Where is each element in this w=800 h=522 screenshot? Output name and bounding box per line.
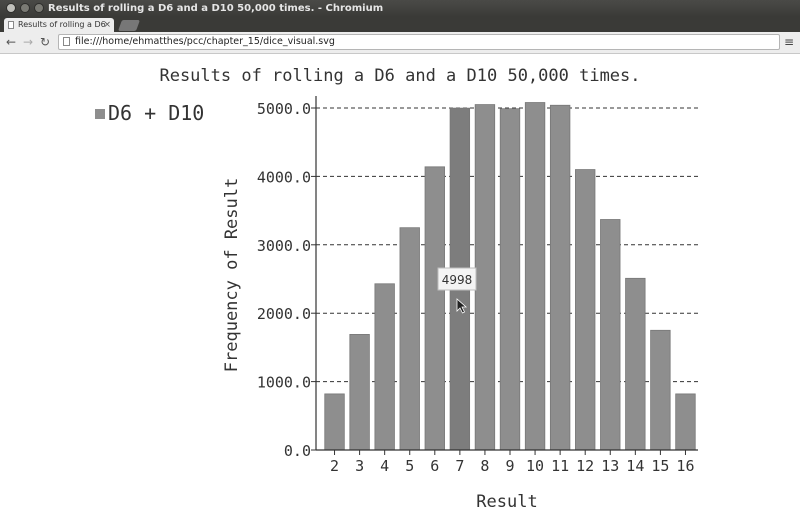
tooltip-value: 4998	[442, 273, 473, 287]
menu-icon[interactable]: ≡	[783, 35, 794, 49]
tab-close-icon[interactable]: ×	[103, 20, 111, 30]
x-tick-label: 10	[526, 457, 544, 475]
minimize-window-icon[interactable]	[20, 3, 30, 13]
bar[interactable]	[324, 393, 345, 451]
bar[interactable]	[600, 219, 621, 451]
chart-title: Results of rolling a D6 and a D10 50,000…	[159, 66, 640, 86]
y-tick-label: 2000.0	[257, 305, 311, 323]
x-axis-label: Result	[476, 492, 537, 512]
bar-chart: 0.0 1000.0 2000.0 3000.0 4000.0 5000.0 2 3 4 5 6 7 8…	[95, 66, 698, 512]
window-controls	[6, 3, 44, 13]
file-icon	[63, 37, 70, 46]
window-title: Results of rolling a D6 and a D10 50,000…	[48, 3, 384, 14]
new-tab-button[interactable]	[117, 20, 141, 31]
browser-toolbar: ← → ↻ file:///home/ehmatthes/pcc/chapter…	[0, 32, 800, 54]
page-icon	[8, 21, 14, 29]
bars	[324, 102, 696, 451]
tab-strip: Results of rolling a D6 ×	[0, 17, 800, 32]
x-tick-label: 11	[551, 457, 569, 475]
x-tick-label: 9	[505, 457, 514, 475]
mouse-cursor-icon	[456, 298, 468, 314]
x-tick-label: 6	[430, 457, 439, 475]
window-titlebar: Results of rolling a D6 and a D10 50,000…	[0, 0, 800, 17]
maximize-window-icon[interactable]	[34, 3, 44, 13]
bar[interactable]	[424, 166, 445, 451]
y-tick-label: 5000.0	[257, 100, 311, 118]
x-tick-label: 5	[405, 457, 414, 475]
bar[interactable]	[549, 104, 571, 451]
x-tick-label: 2	[330, 457, 339, 475]
back-arrow-icon[interactable]: ←	[5, 35, 17, 49]
y-tick-label: 0.0	[284, 442, 311, 460]
y-tick-label: 1000.0	[257, 374, 311, 392]
legend-swatch	[95, 109, 105, 119]
forward-arrow-icon[interactable]: →	[22, 35, 34, 49]
bar[interactable]	[675, 393, 696, 451]
reload-icon[interactable]: ↻	[39, 35, 51, 49]
x-tick-label: 16	[676, 457, 694, 475]
x-tick-label: 14	[626, 457, 644, 475]
x-tick-label: 12	[576, 457, 594, 475]
address-bar[interactable]: file:///home/ehmatthes/pcc/chapter_15/di…	[58, 34, 780, 50]
x-tick-label: 7	[455, 457, 464, 475]
bar[interactable]	[625, 277, 646, 451]
page-content: 0.0 1000.0 2000.0 3000.0 4000.0 5000.0 2 3 4 5 6 7 8…	[0, 54, 800, 518]
url-text: file:///home/ehmatthes/pcc/chapter_15/di…	[75, 36, 335, 47]
x-tick-label: 13	[601, 457, 619, 475]
legend-label: D6 + D10	[108, 101, 204, 125]
y-tick-label: 4000.0	[257, 168, 311, 186]
bar[interactable]	[474, 104, 496, 451]
bar[interactable]	[575, 169, 596, 451]
bar[interactable]	[349, 334, 370, 451]
bar[interactable]	[374, 283, 395, 451]
y-axis-label: Frequency of Result	[222, 178, 242, 372]
axes: 0.0 1000.0 2000.0 3000.0 4000.0 5000.0 2 3 4 5 6 7 8…	[257, 96, 698, 475]
x-tick-label: 15	[651, 457, 669, 475]
close-window-icon[interactable]	[6, 3, 16, 13]
bar[interactable]	[650, 329, 671, 451]
tab-label: Results of rolling a D6	[18, 20, 106, 29]
bar[interactable]	[499, 108, 521, 451]
tooltip: 4998	[437, 267, 477, 291]
x-tick-label: 3	[355, 457, 364, 475]
bar[interactable]	[524, 102, 546, 451]
x-tick-label: 4	[380, 457, 389, 475]
tab-dice-visual[interactable]: Results of rolling a D6 ×	[4, 18, 114, 32]
x-tick-label: 8	[480, 457, 489, 475]
bar[interactable]	[399, 227, 420, 451]
y-tick-label: 3000.0	[257, 237, 311, 255]
